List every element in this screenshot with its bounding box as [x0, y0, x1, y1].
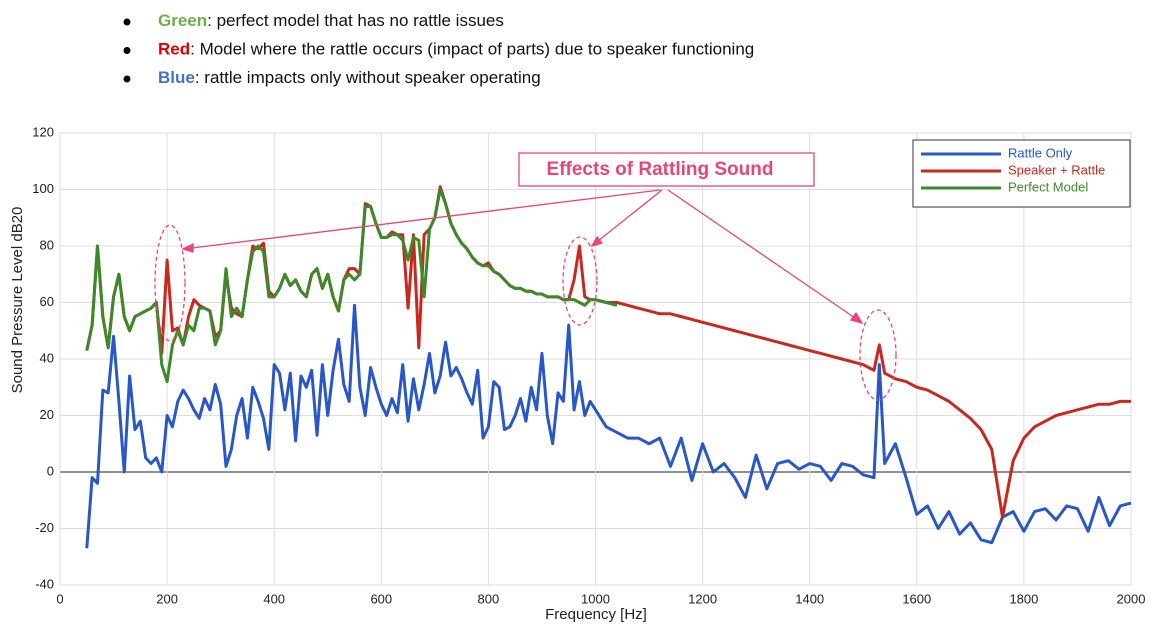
legend-label: Rattle Only [1008, 145, 1073, 160]
bullet-body: : rattle impacts only without speaker op… [195, 68, 541, 87]
annotation-box [518, 152, 815, 187]
bullet-dot [123, 47, 131, 54]
y-axis-label: Sound Pressure Level dB20 [9, 207, 26, 394]
y-tick-label: -20 [35, 520, 54, 535]
bullet-dot [123, 75, 131, 83]
x-tick-label: 400 [263, 591, 285, 606]
highlight-ellipse [154, 224, 186, 342]
y-tick-label: 0 [47, 463, 54, 478]
x-tick-label: 0 [56, 591, 63, 606]
series-line [85, 185, 1131, 519]
arrow [667, 189, 856, 319]
series-line [85, 303, 1132, 549]
x-tick-label: 1400 [795, 591, 824, 606]
x-tick-label: 200 [156, 591, 178, 606]
arrow-head [849, 311, 864, 325]
highlight-ellipse [562, 236, 598, 326]
y-tick-label: 80 [40, 237, 54, 252]
annotation-shapes [154, 189, 897, 401]
bullet-body: : Model where the rattle occurs (impact … [190, 40, 754, 59]
bullet-label: Green [158, 11, 207, 30]
bullet-label: Blue [158, 68, 195, 87]
x-tick-label: 1000 [581, 591, 610, 606]
annotation: Effects of Rattling Sound [547, 159, 774, 180]
y-tick-label: -40 [35, 576, 54, 591]
y-tick-label: 120 [32, 124, 54, 139]
arrow [191, 189, 661, 249]
highlight-ellipse [859, 309, 897, 401]
lines [85, 185, 1132, 549]
series-line [85, 188, 618, 384]
bullet-label: Red [158, 40, 190, 59]
x-tick-label: 1600 [902, 591, 931, 606]
x-axis-label: Frequency [Hz] [545, 606, 647, 623]
x-tick-label: 2000 [1117, 591, 1146, 606]
legend-label: Speaker + Rattle [1008, 162, 1105, 177]
bullet-dot [123, 18, 131, 26]
y-tick-label: 100 [32, 181, 54, 196]
y-tick-label: 60 [40, 294, 54, 309]
bullet-text: Blue: rattle impacts only without speake… [158, 68, 541, 87]
x-tick-label: 600 [370, 591, 392, 606]
bullet-list: Green: perfect model that has no rattle … [123, 11, 754, 87]
x-tick-label: 1200 [688, 591, 717, 606]
arrow-head [181, 242, 194, 253]
x-tick-label: 800 [478, 591, 500, 606]
legend-label: Perfect Model [1008, 179, 1088, 194]
arrow [597, 189, 663, 242]
x-tick-label: 1800 [1009, 591, 1038, 606]
bullet-body: : perfect model that has no rattle issue… [207, 11, 504, 30]
y-tick-label: 20 [40, 407, 54, 422]
arrow-head [590, 235, 604, 248]
bullet-text: Red: Model where the rattle occurs (impa… [158, 40, 754, 59]
bullet-text: Green: perfect model that has no rattle … [158, 11, 504, 30]
y-tick-label: 40 [40, 350, 54, 365]
legend-box [912, 139, 1131, 208]
legend: Rattle Only Speaker + Rattle Perfect Model [912, 139, 1131, 208]
